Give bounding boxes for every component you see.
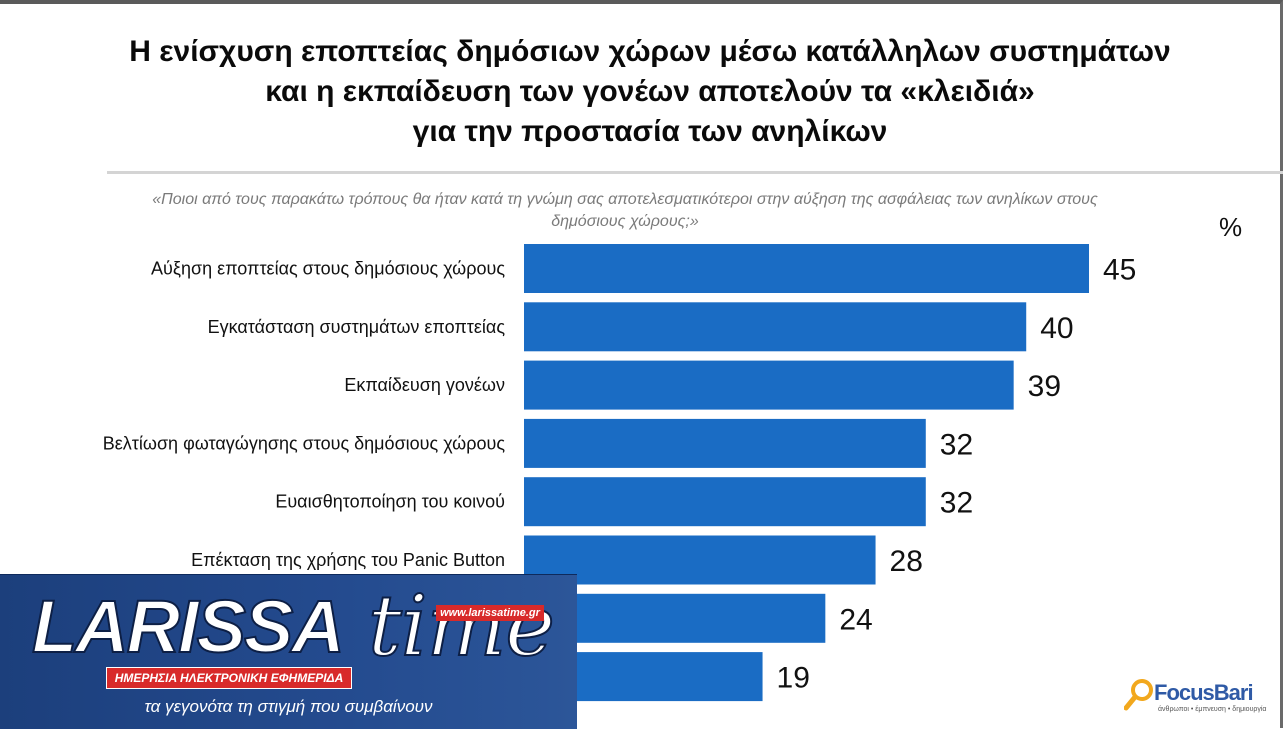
value-label-1: 40	[1040, 312, 1073, 345]
value-label-0: 45	[1103, 254, 1136, 287]
logo-script: time	[367, 577, 556, 675]
title-line-2: και η εκπαίδευση των γονέων αποτελούν τα…	[265, 75, 1035, 108]
title-divider	[107, 171, 1283, 174]
survey-question: «Ποιοι από τους παρακάτω τρόπους θα ήταν…	[152, 191, 1098, 230]
magnifier-icon	[1124, 679, 1153, 711]
value-label-5: 28	[890, 545, 923, 578]
title-line-1: Η ενίσχυση εποπτείας δημόσιων χώρων μέσω…	[129, 35, 1171, 68]
logo-url: www.larissatime.gr	[436, 605, 544, 621]
bar-2	[524, 360, 1014, 410]
value-label-3: 32	[940, 428, 973, 461]
logo-subtitle: ΗΜΕΡΗΣΙΑ ΗΛΕΚΤΡΟΝΙΚΗ ΕΦΗΜΕΡΙΔΑ	[106, 667, 352, 689]
bar-5	[524, 535, 876, 585]
brand-tagline: άνθρωποι • έμπνευση • δημιουργία	[1158, 706, 1267, 713]
bar-1	[524, 302, 1027, 352]
bar-0	[524, 244, 1089, 293]
category-label-0: Αύξηση εποπτείας στους δημόσιους χώρους	[151, 259, 505, 279]
value-label-7: 19	[777, 662, 810, 695]
value-label-4: 32	[940, 487, 973, 520]
larissatime-logo-overlay: LARISSA time www.larissatime.gr ΗΜΕΡΗΣΙΑ…	[0, 574, 577, 729]
category-label-3: Βελτίωση φωταγώγησης στους δημόσιους χώρ…	[103, 433, 506, 453]
logo-tagline: τα γεγονότα τη στιγμή που συμβαίνουν	[144, 697, 433, 716]
category-label-5: Επέκταση της χρήσης του Panic Button	[191, 550, 505, 570]
category-label-2: Εκπαίδευση γονέων	[344, 375, 505, 395]
value-label-6: 24	[839, 603, 872, 636]
focusbari-logo: FocusBari άνθρωποι • έμπνευση • δημιουργ…	[1124, 676, 1274, 724]
bar-4	[524, 477, 926, 527]
value-label-2: 39	[1028, 370, 1061, 403]
bar-3	[524, 418, 926, 468]
title-line-3: για την προστασία των ανηλίκων	[412, 115, 888, 148]
chart-title: Η ενίσχυση εποπτείας δημόσιων χώρων μέσω…	[20, 32, 1280, 152]
brand-name: FocusBari	[1154, 680, 1254, 705]
unit-label: %	[1219, 212, 1243, 242]
logo-wordmark: LARISSA	[31, 585, 346, 668]
category-label-4: Ευαισθητοποίηση του κοινού	[275, 492, 505, 512]
category-label-1: Εγκατάσταση συστημάτων εποπτείας	[208, 317, 506, 337]
